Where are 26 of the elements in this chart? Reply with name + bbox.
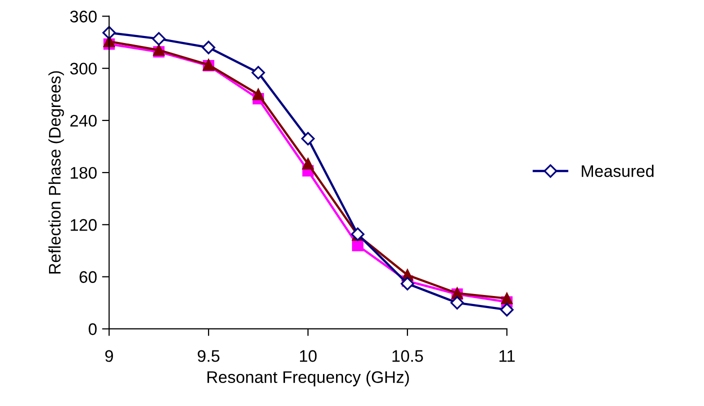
y-tick-label: 180 [70, 166, 97, 179]
point [252, 88, 264, 100]
y-tick-label: 0 [88, 323, 97, 336]
point [202, 40, 216, 54]
point [352, 240, 364, 252]
y-tick-label: 60 [80, 271, 97, 283]
point [500, 303, 514, 316]
y-tick-label: 300 [70, 62, 97, 75]
point [450, 296, 464, 310]
point [302, 158, 314, 170]
point [252, 66, 266, 80]
legend-label: Measured [582, 164, 654, 178]
x-tick-label: 9.5 [198, 350, 220, 362]
point [152, 32, 166, 46]
point [301, 132, 315, 146]
y-tick-label: 240 [70, 114, 97, 127]
x-tick-label: 11 [499, 350, 515, 362]
point [400, 276, 414, 290]
x-tick-label: 10.5 [392, 350, 423, 362]
point [501, 292, 513, 304]
x-tick-label: 10 [300, 350, 317, 362]
y-tick-label: 360 [70, 10, 97, 22]
y-axis-title: Reflection Phase (Degrees) [48, 71, 64, 274]
x-axis-title: Resonant Frequency (GHz) [207, 370, 409, 386]
x-tick-label: 9 [105, 350, 113, 362]
y-tick-label: 120 [70, 219, 97, 231]
